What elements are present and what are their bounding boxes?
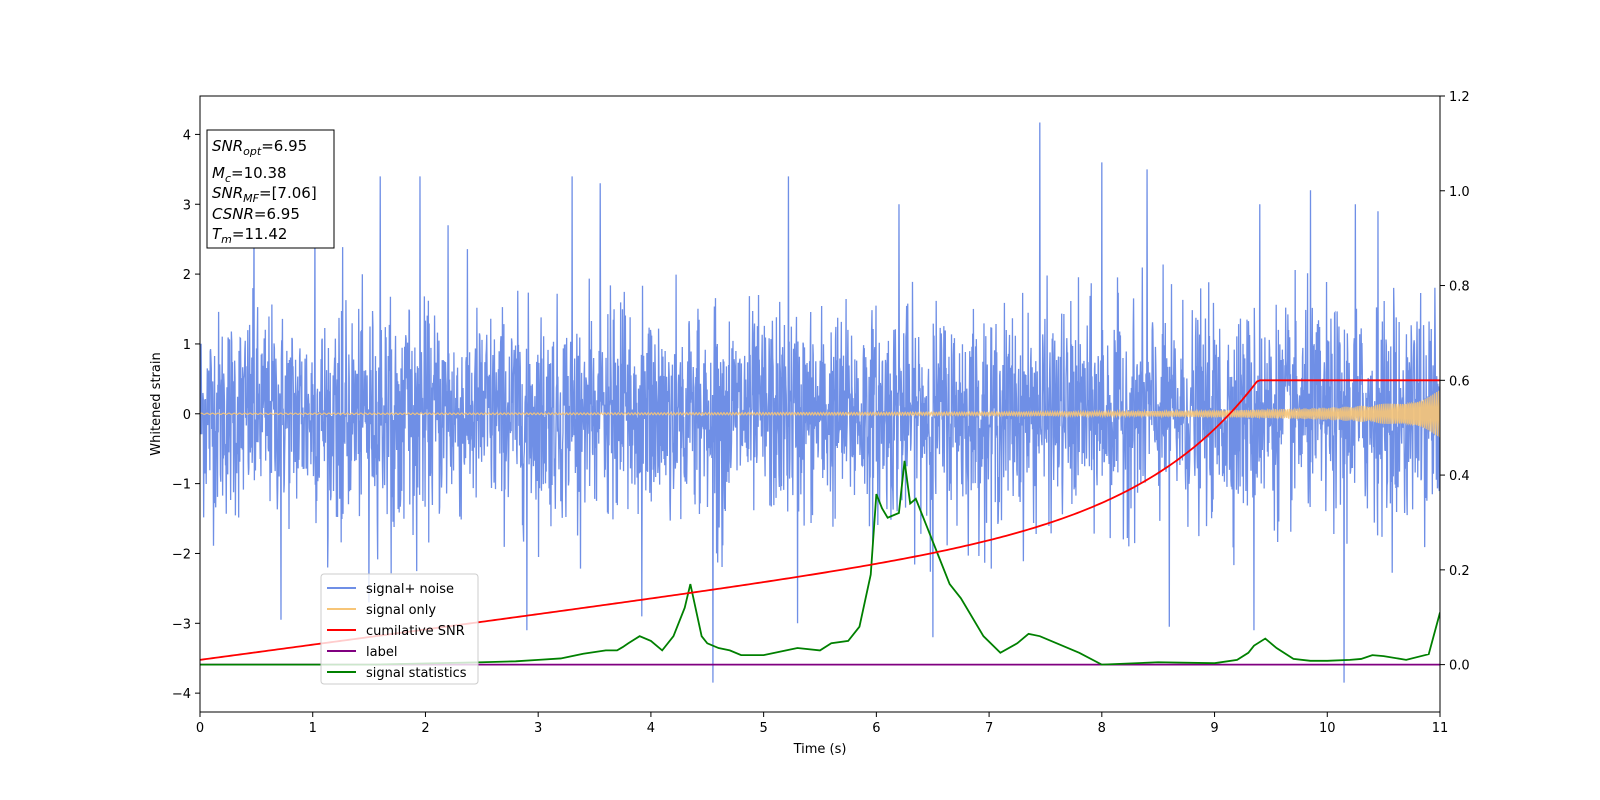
signal-noise-line [200, 122, 1440, 683]
y-tick-label: 4 [183, 128, 191, 143]
plot-frame [199, 95, 1441, 713]
legend: signal+ noise signal only cumilative SNR la… [320, 573, 479, 685]
y-axis-label: Whitened strain [149, 352, 164, 455]
x-tick-label: 0 [196, 721, 204, 736]
y2-tick-label: 0.2 [1449, 564, 1470, 579]
legend-label: label [366, 645, 397, 660]
x-tick-label: 6 [872, 721, 880, 736]
y2-tick-label: 0.8 [1449, 280, 1470, 295]
signal-statistics-line [200, 460, 1440, 666]
y-tick-label: −2 [172, 547, 191, 562]
y-tick-label: −1 [172, 478, 191, 493]
info-box-line: SNRopt=6.95 [212, 137, 307, 158]
info-box-line: CSNR=6.95 [212, 205, 300, 223]
x-tick-label: 10 [1319, 721, 1336, 736]
y2-tick-label: 0.6 [1449, 374, 1470, 389]
y-tick-label: −4 [172, 687, 191, 702]
x-tick-label: 5 [759, 721, 767, 736]
info-box-line: SNRMF=[7.06] [212, 184, 317, 205]
legend-label: signal statistics [366, 666, 467, 681]
info-box: SNRopt=6.95 Mc=10.38SNRMF=[7.06]CSNR=6.95… [206, 129, 335, 249]
y-tick-label: 1 [183, 338, 191, 353]
signal-noise-series [200, 122, 1440, 683]
x-tick-label: 2 [421, 721, 429, 736]
y-axis-right: 0.0 0.2 0.4 0.6 0.8 1.0 1.2 [1440, 90, 1470, 674]
signal-only-series [200, 390, 1440, 438]
legend-frame [320, 573, 479, 685]
x-tick-label: 11 [1432, 721, 1449, 736]
info-box-line: Mc=10.38 [212, 164, 287, 185]
y-tick-label: 2 [183, 268, 191, 283]
info-box-frame [206, 129, 335, 249]
signal-only-line [200, 390, 1440, 438]
x-axis: 0 1 2 3 4 5 6 7 8 9 10 11 [196, 712, 1448, 736]
y2-tick-label: 1.0 [1449, 185, 1470, 200]
y2-tick-label: 1.2 [1449, 90, 1470, 105]
y2-tick-label: 0.0 [1449, 659, 1470, 674]
y-tick-label: 3 [183, 198, 191, 213]
y-tick-label: −3 [172, 617, 191, 632]
x-tick-label: 7 [985, 721, 993, 736]
y-tick-label: 0 [183, 408, 191, 423]
y-axis-left: −4 −3 −2 −1 0 1 2 3 4 [172, 128, 200, 702]
x-tick-label: 4 [647, 721, 655, 736]
x-tick-label: 8 [1098, 721, 1106, 736]
x-axis-label: Time (s) [793, 742, 847, 757]
y2-tick-label: 0.4 [1449, 469, 1470, 484]
x-tick-label: 3 [534, 721, 542, 736]
info-box-line: Tm=11.42 [212, 225, 287, 246]
legend-label: signal+ noise [366, 582, 454, 597]
x-tick-label: 1 [309, 721, 317, 736]
legend-label: cumilative SNR [366, 624, 465, 639]
x-tick-label: 9 [1210, 721, 1218, 736]
legend-label: signal only [366, 603, 436, 618]
